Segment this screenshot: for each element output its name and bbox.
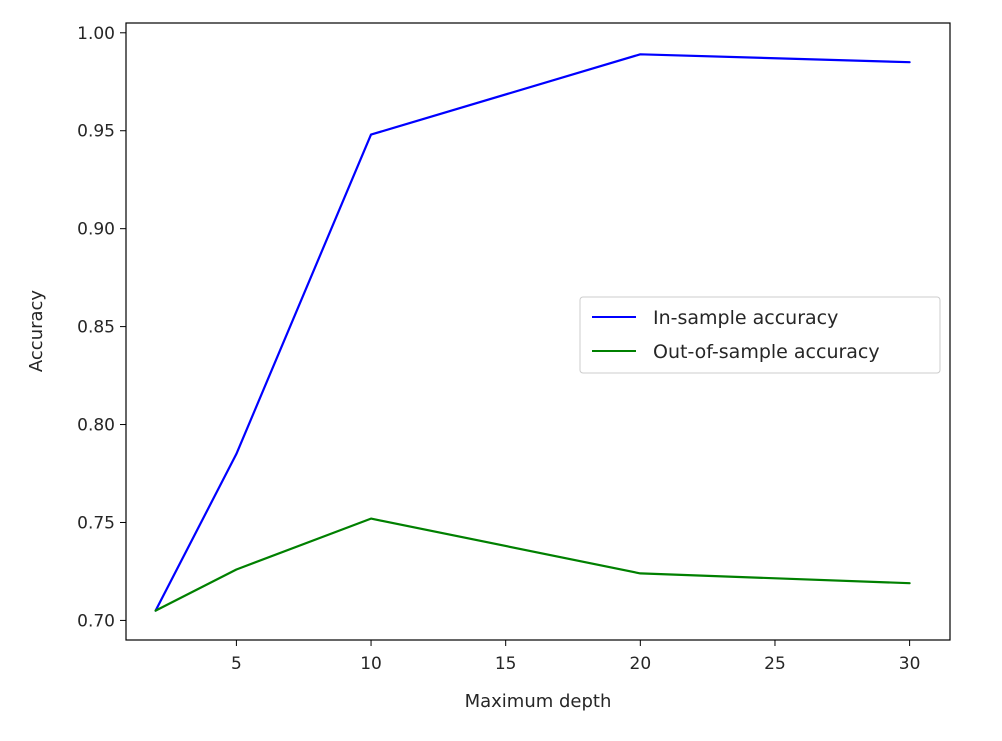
legend-label-in-sample: In-sample accuracy — [653, 307, 838, 329]
plot-frame — [125, 22, 951, 641]
y-tick-label: 0.90 — [77, 220, 115, 240]
y-tick-label: 0.85 — [77, 318, 115, 338]
x-tick-label: 10 — [360, 654, 382, 674]
y-tick-label: 0.75 — [77, 513, 115, 533]
x-tick-label: 30 — [899, 654, 921, 674]
series-lines — [154, 53, 911, 612]
x-tick-label: 25 — [764, 654, 786, 674]
y-tick-label: 0.70 — [77, 611, 115, 631]
legend-box — [579, 296, 941, 374]
y-tick-label: 0.80 — [77, 416, 115, 436]
x-axis-label: Maximum depth — [465, 691, 612, 712]
y-tick-label: 0.95 — [77, 122, 115, 142]
x-tick-label: 20 — [630, 654, 652, 674]
ticks-layer: 5 10 15 20 25 30 0.70 0.75 0.80 0.85 0.90 0.95 1.00 — [77, 24, 920, 674]
x-tick-label: 15 — [495, 654, 517, 674]
series-line-0 — [154, 53, 911, 612]
legend: In-sample accuracy Out-of-sample accurac… — [579, 296, 941, 374]
legend-label-out-of-sample: Out-of-sample accuracy — [653, 341, 880, 363]
y-tick-label: 1.00 — [77, 24, 115, 44]
series-line-1 — [154, 517, 911, 612]
x-tick-label: 5 — [231, 654, 242, 674]
y-axis-label: Accuracy — [26, 290, 47, 373]
